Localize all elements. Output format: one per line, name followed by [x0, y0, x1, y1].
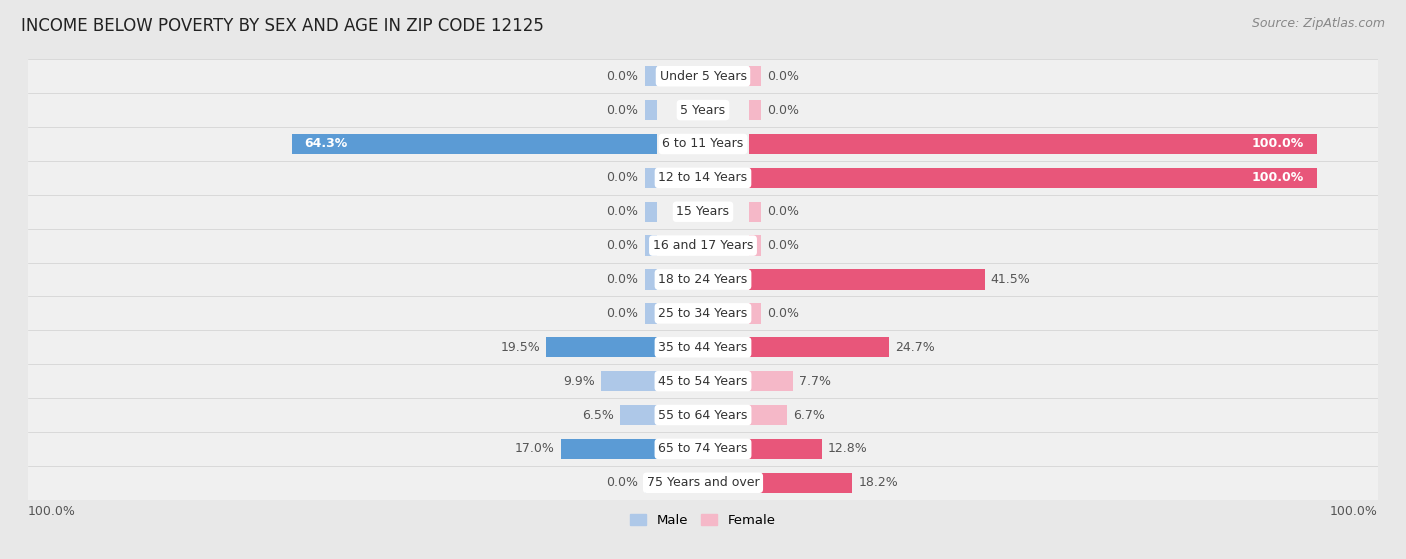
Text: 100.0%: 100.0% [28, 505, 76, 518]
Bar [28, 398, 1378, 432]
Bar [645, 66, 657, 87]
Text: 18.2%: 18.2% [859, 476, 898, 489]
Bar [749, 371, 793, 391]
Bar [749, 269, 984, 290]
Text: 75 Years and over: 75 Years and over [647, 476, 759, 489]
Bar [28, 296, 1378, 330]
Bar [561, 439, 657, 459]
Bar [749, 439, 821, 459]
Text: 0.0%: 0.0% [606, 70, 638, 83]
Text: Under 5 Years: Under 5 Years [659, 70, 747, 83]
Text: INCOME BELOW POVERTY BY SEX AND AGE IN ZIP CODE 12125: INCOME BELOW POVERTY BY SEX AND AGE IN Z… [21, 17, 544, 35]
Text: 0.0%: 0.0% [768, 70, 800, 83]
Text: 12 to 14 Years: 12 to 14 Years [658, 172, 748, 184]
Text: 24.7%: 24.7% [896, 341, 935, 354]
Text: 15 Years: 15 Years [676, 205, 730, 218]
Legend: Male, Female: Male, Female [626, 508, 780, 532]
Text: 0.0%: 0.0% [606, 103, 638, 117]
Bar [292, 134, 657, 154]
Bar [28, 432, 1378, 466]
Bar [547, 337, 657, 357]
Text: 100.0%: 100.0% [1251, 138, 1305, 150]
Text: 0.0%: 0.0% [768, 307, 800, 320]
Bar [28, 93, 1378, 127]
Text: 45 to 54 Years: 45 to 54 Years [658, 375, 748, 387]
Text: 65 to 74 Years: 65 to 74 Years [658, 442, 748, 456]
Bar [645, 303, 657, 324]
Bar [28, 195, 1378, 229]
Bar [749, 202, 761, 222]
Bar [28, 161, 1378, 195]
Bar [749, 405, 787, 425]
Text: 100.0%: 100.0% [1330, 505, 1378, 518]
Bar [645, 202, 657, 222]
Text: 5 Years: 5 Years [681, 103, 725, 117]
Bar [645, 472, 657, 493]
Bar [28, 229, 1378, 263]
Bar [645, 168, 657, 188]
Bar [749, 66, 761, 87]
Text: 19.5%: 19.5% [501, 341, 540, 354]
Text: 25 to 34 Years: 25 to 34 Years [658, 307, 748, 320]
Bar [28, 59, 1378, 93]
Text: 0.0%: 0.0% [606, 205, 638, 218]
Bar [645, 235, 657, 256]
Bar [620, 405, 657, 425]
Text: 17.0%: 17.0% [515, 442, 554, 456]
Text: 55 to 64 Years: 55 to 64 Years [658, 409, 748, 421]
Bar [749, 303, 761, 324]
Text: 6 to 11 Years: 6 to 11 Years [662, 138, 744, 150]
Text: 0.0%: 0.0% [606, 307, 638, 320]
Text: 0.0%: 0.0% [768, 239, 800, 252]
Text: 0.0%: 0.0% [606, 239, 638, 252]
Bar [28, 127, 1378, 161]
Text: 18 to 24 Years: 18 to 24 Years [658, 273, 748, 286]
Text: 6.7%: 6.7% [793, 409, 825, 421]
Text: 0.0%: 0.0% [606, 476, 638, 489]
Text: 9.9%: 9.9% [562, 375, 595, 387]
Text: 0.0%: 0.0% [768, 103, 800, 117]
Text: 16 and 17 Years: 16 and 17 Years [652, 239, 754, 252]
Text: 64.3%: 64.3% [304, 138, 347, 150]
Bar [28, 330, 1378, 364]
Bar [645, 100, 657, 120]
Text: 0.0%: 0.0% [606, 273, 638, 286]
Bar [749, 134, 1316, 154]
Bar [645, 269, 657, 290]
Text: 35 to 44 Years: 35 to 44 Years [658, 341, 748, 354]
Bar [749, 168, 1316, 188]
Text: Source: ZipAtlas.com: Source: ZipAtlas.com [1251, 17, 1385, 30]
Bar [28, 466, 1378, 500]
Text: 7.7%: 7.7% [799, 375, 831, 387]
Bar [600, 371, 657, 391]
Text: 0.0%: 0.0% [606, 172, 638, 184]
Bar [749, 235, 761, 256]
Text: 41.5%: 41.5% [991, 273, 1031, 286]
Text: 0.0%: 0.0% [768, 205, 800, 218]
Bar [749, 337, 889, 357]
Text: 6.5%: 6.5% [582, 409, 614, 421]
Bar [749, 472, 852, 493]
Bar [749, 100, 761, 120]
Text: 12.8%: 12.8% [828, 442, 868, 456]
Bar [28, 364, 1378, 398]
Text: 100.0%: 100.0% [1251, 172, 1305, 184]
Bar [28, 263, 1378, 296]
